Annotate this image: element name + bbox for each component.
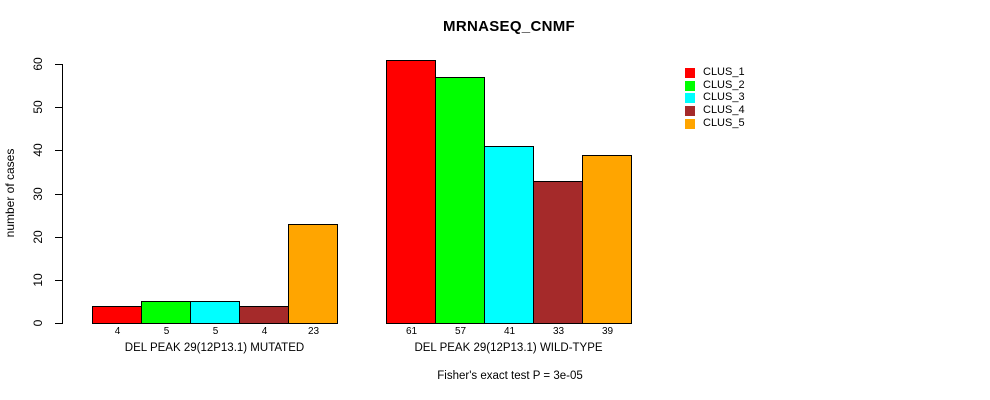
bar-clus_3-group2 <box>484 146 534 324</box>
legend-item-label: CLUS_2 <box>703 79 745 91</box>
bar-clus_1-group1 <box>92 306 142 324</box>
legend-item: CLUS_1 <box>685 67 745 78</box>
y-tick <box>55 107 62 109</box>
bar-clus_2-group1 <box>141 301 191 324</box>
bar-value-label: 61 <box>405 326 418 337</box>
legend-swatch <box>685 80 695 91</box>
bar-value-label: 5 <box>212 326 219 337</box>
legend-item: CLUS_2 <box>685 80 745 91</box>
bar-value-label: 41 <box>503 326 516 337</box>
y-tick-label: 40 <box>31 143 45 158</box>
bar-value-label: 39 <box>601 326 614 337</box>
bar-value-label: 4 <box>114 326 121 337</box>
bar-clus_3-group1 <box>190 301 240 324</box>
legend-swatch <box>685 67 695 78</box>
legend-item-label: CLUS_5 <box>703 117 745 129</box>
y-tick-label: 30 <box>31 186 45 201</box>
bar-clus_5-group2 <box>582 155 632 324</box>
y-axis-line <box>62 64 63 324</box>
category-label: DEL PEAK 29(12P13.1) MUTATED <box>124 342 305 354</box>
legend-item-label: CLUS_1 <box>703 66 745 78</box>
bar-clus_4-group1 <box>239 306 289 324</box>
legend-item: CLUS_5 <box>685 118 745 129</box>
bar-value-label: 4 <box>261 326 268 337</box>
legend-item-label: CLUS_3 <box>703 91 745 103</box>
bar-clus_2-group2 <box>435 77 485 324</box>
legend-item-label: CLUS_4 <box>703 104 745 116</box>
legend-item: CLUS_3 <box>685 92 745 103</box>
y-tick-label: 60 <box>31 57 45 71</box>
legend-swatch <box>685 92 695 103</box>
category-label: DEL PEAK 29(12P13.1) WILD-TYPE <box>414 342 603 354</box>
annotation-text: Fisher's exact test P = 3e-05 <box>437 370 583 382</box>
bar-value-label: 23 <box>307 326 320 337</box>
legend-swatch <box>685 105 695 116</box>
y-tick <box>55 236 62 238</box>
bar-clus_4-group2 <box>533 181 583 324</box>
y-tick-label: 10 <box>31 273 45 287</box>
y-tick <box>55 64 62 65</box>
bar-value-label: 5 <box>163 326 170 337</box>
bar-value-label: 57 <box>454 326 467 337</box>
bar-clus_1-group2 <box>386 60 436 324</box>
y-tick <box>55 150 62 152</box>
bar-clus_5-group1 <box>288 224 338 324</box>
y-tick-label: 50 <box>31 100 45 114</box>
y-axis-label: number of cases <box>3 148 17 238</box>
legend-item: CLUS_4 <box>685 105 745 116</box>
y-tick-label: 20 <box>31 229 45 244</box>
y-tick <box>55 279 62 281</box>
legend-swatch <box>685 118 695 129</box>
y-tick-label: 0 <box>31 319 45 327</box>
bar-value-label: 33 <box>552 326 565 337</box>
y-tick <box>55 323 62 324</box>
chart-title: MRNASEQ_CNMF <box>443 18 575 35</box>
y-tick <box>55 193 62 195</box>
